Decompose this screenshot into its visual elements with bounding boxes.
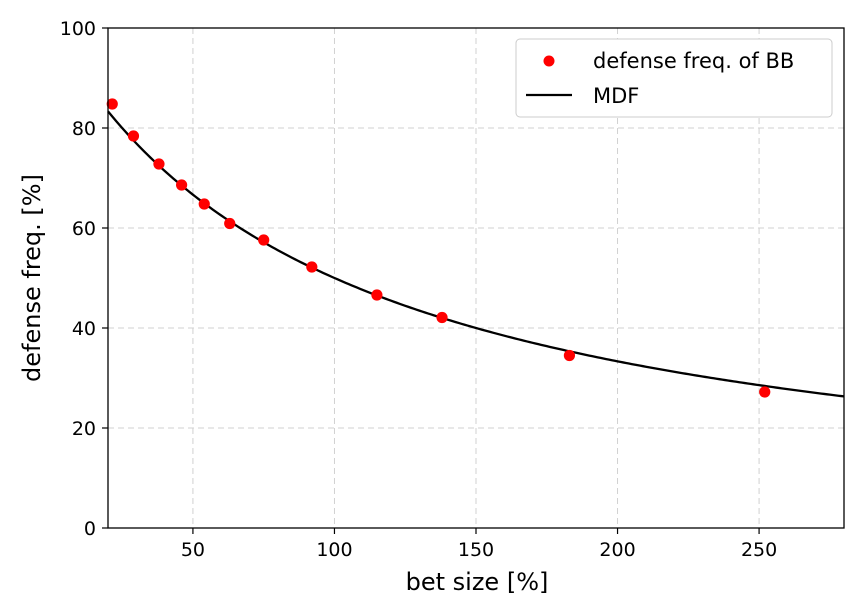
- y-tick-label: 0: [84, 518, 96, 540]
- x-tick-label: 100: [316, 539, 352, 561]
- data-point: [563, 349, 576, 362]
- data-point: [759, 386, 771, 398]
- y-tick-label: 20: [72, 418, 96, 440]
- legend: defense freq. of BB MDF: [515, 38, 833, 118]
- legend-box: [515, 38, 833, 118]
- legend-label-mdf: MDF: [593, 84, 639, 108]
- data-point: [153, 158, 165, 170]
- y-tick-label: 60: [72, 218, 96, 240]
- legend-marker-defense-freq: [543, 55, 555, 67]
- data-point: [258, 234, 270, 246]
- axis-ticks: 50 100 150 200 250 0 20 40 60 80 100: [60, 18, 777, 561]
- data-point: [436, 311, 448, 324]
- y-tick-label: 40: [72, 318, 96, 340]
- x-tick-label: 250: [741, 539, 777, 561]
- x-tick-label: 150: [458, 539, 494, 561]
- data-point: [371, 289, 383, 301]
- data-point: [224, 217, 236, 230]
- data-point: [176, 179, 188, 191]
- x-tick-label: 50: [181, 539, 205, 561]
- x-axis-label: bet size [%]: [406, 568, 549, 596]
- scatter-points: [106, 98, 771, 398]
- x-tick-label: 200: [599, 539, 635, 561]
- data-point: [198, 198, 210, 210]
- y-tick-label: 80: [72, 118, 96, 140]
- data-point: [127, 130, 140, 142]
- data-point: [306, 261, 318, 273]
- legend-label-defense-freq: defense freq. of BB: [593, 49, 794, 73]
- y-tick-label: 100: [60, 18, 96, 40]
- y-axis-label: defense freq. [%]: [18, 174, 46, 382]
- data-point: [106, 98, 118, 110]
